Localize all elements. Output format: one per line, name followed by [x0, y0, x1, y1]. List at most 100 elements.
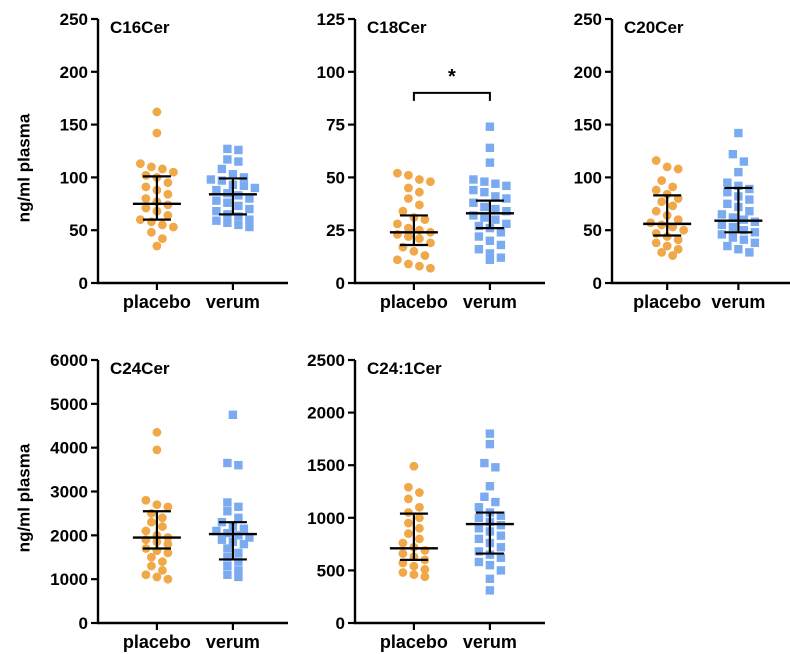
data-point-placebo: [420, 564, 430, 574]
data-point-placebo: [657, 247, 667, 257]
y-tick-label: 1000: [50, 570, 88, 589]
data-point-placebo: [404, 482, 413, 492]
x-tick-label-verum: verum: [206, 292, 260, 312]
data-point-placebo: [398, 549, 408, 558]
data-point-verum: [491, 215, 500, 224]
data-point-verum: [496, 511, 506, 520]
data-point-verum: [223, 498, 232, 507]
y-axis-label-top: ng/ml plasma: [13, 113, 33, 223]
data-point-verum: [234, 220, 243, 230]
data-point-verum: [502, 194, 511, 203]
y-tick-label: 50: [583, 221, 602, 240]
data-point-verum: [228, 410, 238, 419]
data-point-placebo: [415, 187, 424, 197]
y-axis-label-bottom: ng/ml plasma: [13, 443, 33, 553]
x-tick-label-verum: verum: [463, 292, 517, 312]
data-point-verum: [239, 539, 249, 549]
data-point-placebo: [141, 182, 151, 192]
data-point-verum: [480, 202, 489, 212]
data-point-verum: [728, 149, 738, 159]
data-point-verum: [491, 204, 500, 214]
data-point-placebo: [136, 215, 145, 225]
x-tick-label-placebo: placebo: [123, 292, 191, 312]
data-point-placebo: [673, 244, 683, 254]
data-point-placebo: [398, 206, 408, 216]
data-point-placebo: [420, 572, 430, 582]
y-tick-label: 100: [574, 168, 602, 187]
data-point-verum: [474, 232, 484, 241]
y-tick-label: 1500: [307, 456, 345, 475]
data-point-placebo: [393, 219, 402, 229]
data-point-verum: [485, 122, 495, 131]
y-tick-label: 2500: [307, 351, 345, 370]
data-point-placebo: [415, 234, 424, 244]
data-point-verum: [491, 192, 500, 201]
data-point-placebo: [398, 568, 408, 577]
data-point-verum: [734, 181, 743, 191]
data-point-placebo: [415, 523, 424, 533]
data-point-verum: [469, 198, 478, 207]
y-tick-label: 0: [593, 274, 602, 293]
data-point-placebo: [404, 259, 413, 269]
y-tick-label: 6000: [50, 351, 88, 370]
data-point-verum: [234, 548, 243, 558]
x-tick-label-verum: verum: [711, 292, 765, 312]
data-point-verum: [496, 543, 506, 552]
data-point-placebo: [404, 518, 413, 528]
data-point-verum: [223, 544, 232, 553]
data-point-verum: [734, 128, 743, 138]
x-tick-label-placebo: placebo: [633, 292, 701, 312]
data-point-placebo: [158, 164, 167, 174]
data-point-placebo: [147, 227, 156, 237]
data-point-placebo: [404, 232, 413, 241]
data-point-verum: [491, 497, 500, 507]
data-point-verum: [474, 547, 484, 556]
data-point-verum: [734, 167, 743, 177]
data-point-verum: [206, 175, 216, 184]
data-point-placebo: [141, 495, 151, 505]
data-point-placebo: [152, 572, 162, 582]
data-point-placebo: [409, 561, 419, 571]
data-point-verum: [485, 158, 495, 167]
y-tick-label: 500: [317, 561, 345, 580]
data-point-verum: [485, 255, 495, 264]
data-point-placebo: [651, 238, 661, 248]
y-tick-label: 250: [574, 10, 602, 29]
data-point-verum: [234, 212, 243, 221]
data-point-placebo: [152, 500, 162, 510]
y-tick-label: 125: [317, 10, 345, 29]
data-point-verum: [739, 235, 749, 244]
data-point-verum: [474, 534, 484, 544]
data-point-verum: [474, 221, 484, 231]
data-point-placebo: [163, 211, 173, 220]
data-point-verum: [496, 253, 506, 262]
y-tick-label: 0: [79, 614, 88, 633]
data-point-verum: [239, 181, 249, 191]
data-point-placebo: [415, 502, 424, 512]
data-point-placebo: [673, 235, 683, 245]
data-point-verum: [728, 222, 738, 232]
data-point-verum: [728, 233, 738, 242]
y-tick-label: 0: [336, 614, 345, 633]
data-point-placebo: [393, 255, 402, 265]
data-point-placebo: [426, 238, 435, 248]
data-point-verum: [245, 194, 254, 203]
chart-title: C18Cer: [367, 18, 427, 37]
data-point-placebo: [169, 167, 178, 177]
data-point-placebo: [152, 445, 162, 455]
data-point-placebo: [415, 175, 424, 184]
data-point-verum: [717, 230, 727, 239]
data-point-verum: [212, 185, 221, 195]
data-point-verum: [474, 245, 484, 254]
data-point-placebo: [147, 162, 156, 172]
data-point-placebo: [158, 566, 167, 575]
data-point-placebo: [420, 215, 430, 225]
y-tick-label: 50: [326, 168, 345, 187]
data-point-verum: [223, 570, 232, 579]
data-point-placebo: [415, 513, 424, 523]
y-tick-label: 200: [60, 63, 88, 82]
data-point-placebo: [404, 529, 413, 538]
data-point-verum: [223, 507, 232, 516]
y-tick-label: 0: [79, 274, 88, 293]
data-point-placebo: [668, 251, 678, 260]
